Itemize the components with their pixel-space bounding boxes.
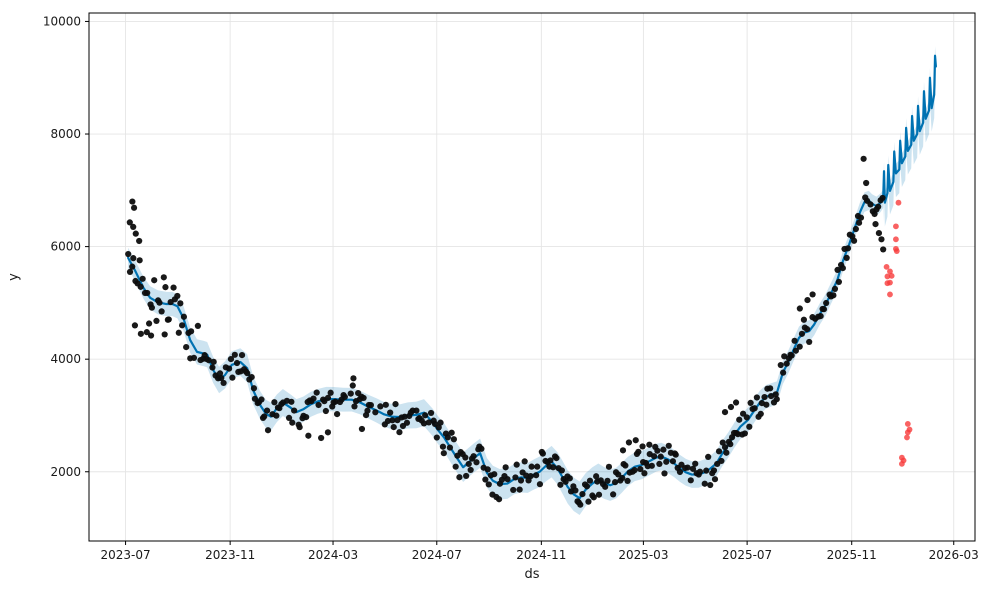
- observed-points: [125, 155, 887, 508]
- y-tick-label: 2000: [50, 465, 81, 479]
- x-tick-label: 2023-07: [100, 548, 150, 562]
- anomaly-points: [883, 199, 913, 467]
- x-tick-label: 2024-07: [412, 548, 462, 562]
- x-tick-label: 2025-03: [618, 548, 668, 562]
- x-tick-label: 2025-11: [827, 548, 877, 562]
- x-tick-label: 2026-03: [929, 548, 979, 562]
- x-tick-label: 2025-07: [722, 548, 772, 562]
- x-ticks: 2023-07 2023-11 2024-03 2024-07 2024-11 2025-…: [100, 541, 979, 562]
- plot-border: [88, 12, 976, 542]
- y-tick-label: 6000: [50, 240, 81, 254]
- forecast-uncertainty-band: [883, 46, 936, 227]
- x-axis-label: ds: [524, 567, 540, 582]
- y-tick-label: 4000: [50, 352, 81, 366]
- forecast-line: [882, 54, 937, 204]
- grid: [89, 13, 975, 541]
- x-tick-label: 2024-03: [308, 548, 358, 562]
- x-tick-label: 2023-11: [205, 548, 255, 562]
- x-tick-label: 2024-11: [516, 548, 566, 562]
- trend-line: [127, 197, 885, 500]
- y-tick-label: 10000: [43, 14, 81, 28]
- y-ticks: 2000 4000 6000 8000 10000: [43, 14, 89, 479]
- y-tick-label: 8000: [50, 127, 81, 141]
- y-axis-label: y: [6, 273, 22, 281]
